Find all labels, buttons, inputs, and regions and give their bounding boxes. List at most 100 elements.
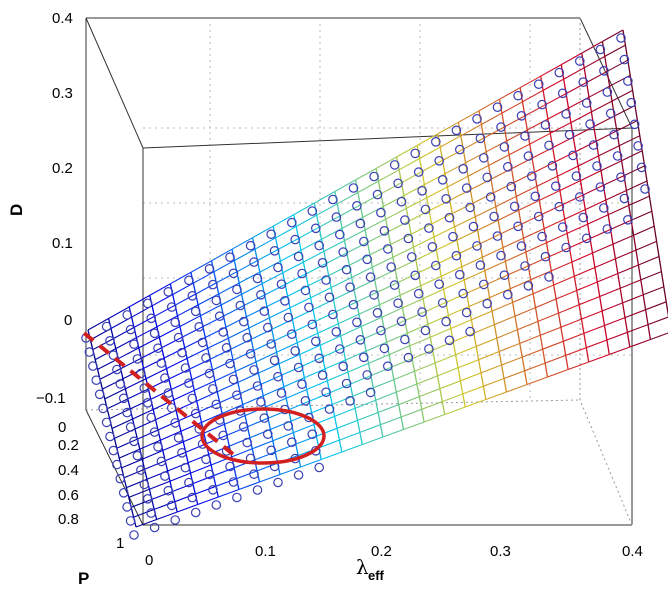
data-marker — [252, 485, 263, 495]
surface-line — [319, 335, 341, 346]
surface-line — [437, 367, 459, 377]
surface-line — [258, 363, 280, 374]
data-marker — [276, 279, 287, 289]
data-marker — [204, 263, 215, 274]
data-marker — [520, 261, 530, 271]
surface-line — [563, 67, 585, 80]
surface-line — [558, 304, 580, 314]
surface-line — [368, 354, 390, 364]
surface-line — [396, 144, 418, 158]
surface-line — [455, 345, 477, 356]
surface-line — [170, 271, 192, 285]
surface-line — [254, 451, 276, 461]
data-marker — [331, 212, 342, 222]
surface-line — [462, 385, 484, 395]
surface-line — [234, 248, 256, 261]
data-marker — [238, 421, 249, 432]
surface-line — [387, 220, 409, 233]
surface-line — [433, 226, 455, 238]
surface-line — [478, 350, 500, 361]
data-marker — [232, 284, 242, 295]
data-marker — [472, 114, 482, 124]
surface-line — [172, 483, 194, 493]
data-marker — [293, 362, 304, 373]
data-marker — [324, 404, 335, 414]
surface-line — [564, 209, 586, 220]
surface-line — [135, 518, 157, 528]
data-marker — [533, 79, 544, 89]
z-axis-label: D — [7, 204, 26, 216]
data-marker — [365, 272, 376, 282]
surface-line — [166, 357, 188, 370]
surface-line — [419, 388, 441, 398]
surface-line — [506, 383, 528, 393]
surface-line — [440, 266, 463, 277]
surface-line — [629, 338, 651, 348]
data-marker — [204, 368, 215, 379]
surface-line — [123, 468, 145, 479]
data-marker — [108, 350, 119, 360]
surface-line — [299, 344, 321, 356]
data-marker — [403, 233, 414, 244]
surface-line — [329, 383, 351, 394]
data-marker — [249, 469, 259, 479]
surface-line — [129, 398, 152, 410]
data-marker — [516, 111, 527, 121]
surface-line — [422, 288, 444, 300]
surface-line — [360, 193, 382, 206]
data-marker — [184, 275, 194, 286]
data-marker — [218, 430, 228, 441]
data-marker — [571, 171, 582, 181]
surface-line — [432, 341, 454, 351]
data-marker — [249, 257, 259, 267]
data-marker — [626, 97, 637, 108]
data-marker — [273, 262, 283, 273]
surface-line — [451, 202, 474, 214]
surface-line — [647, 316, 668, 326]
data-marker — [506, 181, 517, 192]
data-marker — [629, 119, 640, 130]
surface-line — [290, 412, 312, 422]
surface-line — [483, 377, 505, 387]
surface-line — [468, 297, 490, 308]
surface-line — [249, 428, 271, 439]
surface-line — [524, 104, 546, 117]
data-marker — [434, 156, 444, 166]
data-marker — [108, 445, 119, 456]
surface-line — [602, 29, 624, 42]
data-marker — [489, 211, 499, 222]
surface-line — [398, 158, 420, 171]
data-marker — [324, 292, 335, 303]
surface-line — [415, 249, 437, 261]
data-marker — [427, 242, 438, 252]
surface-line — [118, 448, 141, 459]
surface-line — [275, 226, 297, 239]
surface-line — [404, 310, 426, 322]
surface-line — [516, 185, 538, 197]
surface-line — [581, 310, 603, 320]
data-marker — [568, 150, 578, 161]
data-marker — [300, 395, 311, 406]
data-marker — [321, 387, 331, 397]
surface-line — [315, 311, 337, 322]
surface-line — [407, 323, 429, 334]
surface-line — [431, 213, 453, 225]
surface-line — [577, 155, 599, 167]
surface-line — [448, 305, 470, 316]
surface-line — [550, 122, 572, 134]
surface-line — [136, 326, 158, 339]
surface-line — [507, 265, 529, 276]
surface-line — [190, 260, 212, 273]
surface-line — [197, 293, 219, 306]
surface-line — [341, 443, 363, 453]
surface-line — [132, 409, 154, 420]
data-marker — [115, 379, 126, 389]
surface-line — [355, 168, 377, 181]
surface-line — [481, 112, 503, 125]
surface-line — [177, 304, 199, 317]
surface-line — [338, 313, 360, 325]
data-marker — [598, 203, 609, 213]
surface-line — [586, 339, 608, 349]
surface-line — [298, 226, 320, 239]
data-marker — [540, 120, 551, 130]
